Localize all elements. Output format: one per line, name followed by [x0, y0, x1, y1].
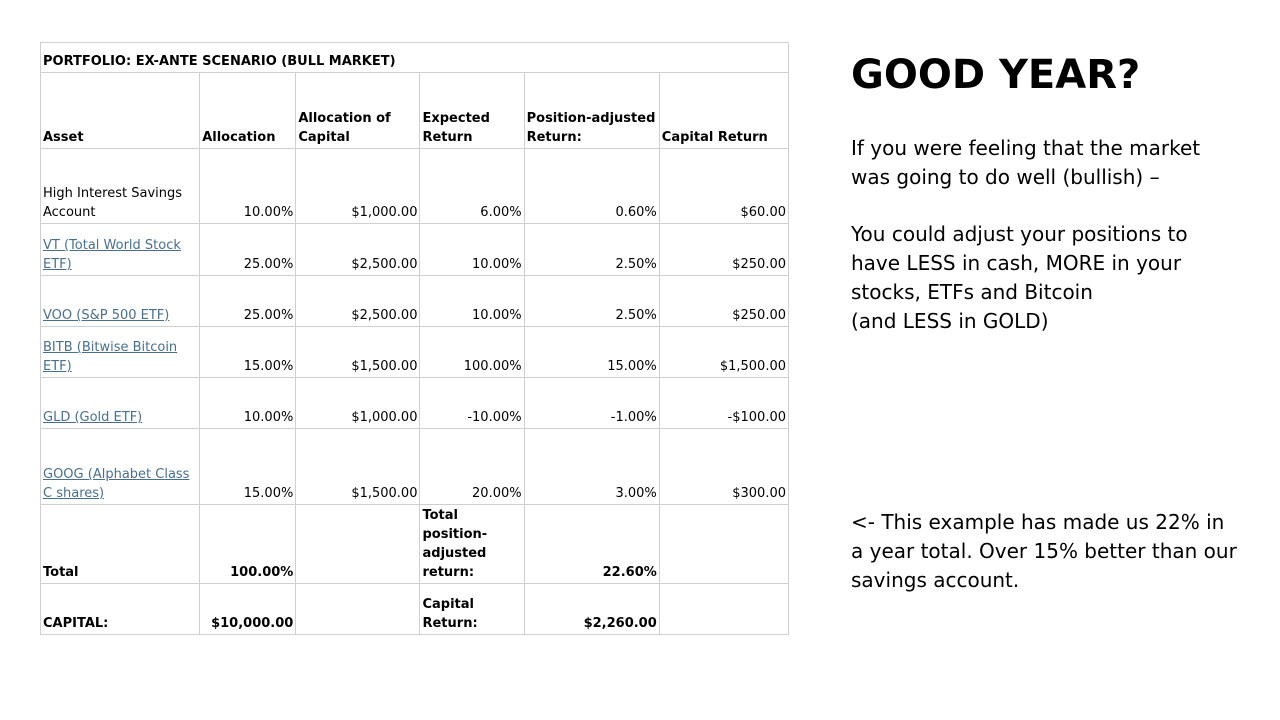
- capital-cell: $1,000.00: [295, 148, 421, 224]
- asset-link-vt[interactable]: VT (Total World Stock ETF): [43, 238, 181, 272]
- capital-label: CAPITAL:: [39, 583, 201, 635]
- capital-cell: $1,000.00: [295, 377, 421, 429]
- asset-cell: GOOG (Alphabet Class C shares): [39, 428, 201, 505]
- empty-cell: [658, 504, 790, 584]
- adjusted-return-cell: 2.50%: [523, 223, 660, 276]
- empty-cell: [295, 504, 421, 584]
- empty-cell: [295, 583, 421, 635]
- allocation-cell: 15.00%: [199, 428, 297, 505]
- adjust-paragraph: You could adjust your positions to have …: [851, 220, 1241, 336]
- capital-row: CAPITAL: $10,000.00 Capital Return: $2,2…: [39, 583, 790, 635]
- capital-cell: $1,500.00: [295, 428, 421, 505]
- adjust-text-gold: (and LESS in GOLD): [851, 309, 1049, 333]
- portfolio-table: PORTFOLIO: EX-ANTE SCENARIO (BULL MARKET…: [39, 42, 790, 635]
- total-label: Total: [39, 504, 201, 584]
- total-adjusted-label: Total position-adjusted return:: [419, 504, 525, 584]
- asset-link-bitb[interactable]: BITB (Bitwise Bitcoin ETF): [43, 340, 178, 374]
- asset-link-voo[interactable]: VOO (S&P 500 ETF): [43, 308, 170, 323]
- asset-cell: BITB (Bitwise Bitcoin ETF): [39, 326, 201, 378]
- result-paragraph: <- This example has made us 22% in a yea…: [851, 510, 1237, 592]
- adjusted-return-cell: 3.00%: [523, 428, 660, 505]
- table-row: GOOG (Alphabet Class C shares) 15.00% $1…: [39, 428, 790, 505]
- asset-link-goog[interactable]: GOOG (Alphabet Class C shares): [43, 467, 190, 501]
- header-capital-return: Capital Return: [658, 72, 790, 149]
- table-row: GLD (Gold ETF) 10.00% $1,000.00 -10.00% …: [39, 377, 790, 429]
- header-asset: Asset: [39, 72, 201, 149]
- allocation-cell: 10.00%: [199, 377, 297, 429]
- capital-return-cell: $300.00: [658, 428, 790, 505]
- allocation-cell: 15.00%: [199, 326, 297, 378]
- expected-return-cell: 6.00%: [419, 148, 525, 224]
- capital-return-cell: $60.00: [658, 148, 790, 224]
- total-row: Total 100.00% Total position-adjusted re…: [39, 504, 790, 584]
- capital-return-label: Capital Return:: [419, 583, 525, 635]
- capital-value: $10,000.00: [199, 583, 297, 635]
- empty-cell: [658, 583, 790, 635]
- asset-cell: VT (Total World Stock ETF): [39, 223, 201, 276]
- header-allocation: Allocation: [199, 72, 297, 149]
- table-row: VOO (S&P 500 ETF) 25.00% $2,500.00 10.00…: [39, 275, 790, 327]
- adjusted-return-cell: 15.00%: [523, 326, 660, 378]
- intro-paragraph: If you were feeling that the market was …: [851, 136, 1201, 189]
- expected-return-cell: 10.00%: [419, 223, 525, 276]
- asset-cell: High Interest Savings Account: [39, 148, 201, 224]
- header-expected-return: Expected Return: [419, 72, 525, 149]
- expected-return-cell: -10.00%: [419, 377, 525, 429]
- capital-return-cell: -$100.00: [658, 377, 790, 429]
- table-row: BITB (Bitwise Bitcoin ETF) 15.00% $1,500…: [39, 326, 790, 378]
- allocation-cell: 25.00%: [199, 275, 297, 327]
- adjust-text: You could adjust your positions to have …: [851, 222, 1188, 304]
- expected-return-cell: 10.00%: [419, 275, 525, 327]
- asset-link-gld[interactable]: GLD (Gold ETF): [43, 410, 143, 425]
- total-adjusted-return: 22.60%: [523, 504, 660, 584]
- total-allocation: 100.00%: [199, 504, 297, 584]
- capital-cell: $2,500.00: [295, 223, 421, 276]
- header-position-adjusted-return: Position-adjusted Return:: [523, 72, 660, 149]
- capital-return-cell: $1,500.00: [658, 326, 790, 378]
- capital-return-cell: $250.00: [658, 223, 790, 276]
- slide-heading: GOOD YEAR?: [851, 52, 1141, 98]
- capital-return-cell: $250.00: [658, 275, 790, 327]
- allocation-cell: 10.00%: [199, 148, 297, 224]
- expected-return-cell: 20.00%: [419, 428, 525, 505]
- adjusted-return-cell: 2.50%: [523, 275, 660, 327]
- table-row: High Interest Savings Account 10.00% $1,…: [39, 148, 790, 224]
- asset-cell: VOO (S&P 500 ETF): [39, 275, 201, 327]
- capital-cell: $2,500.00: [295, 275, 421, 327]
- asset-cell: GLD (Gold ETF): [39, 377, 201, 429]
- adjusted-return-cell: -1.00%: [523, 377, 660, 429]
- header-allocation-of-capital: Allocation of Capital: [295, 72, 421, 149]
- capital-cell: $1,500.00: [295, 326, 421, 378]
- expected-return-cell: 100.00%: [419, 326, 525, 378]
- table-title: PORTFOLIO: EX-ANTE SCENARIO (BULL MARKET…: [40, 42, 789, 73]
- adjusted-return-cell: 0.60%: [523, 148, 660, 224]
- capital-return-value: $2,260.00: [523, 583, 660, 635]
- allocation-cell: 25.00%: [199, 223, 297, 276]
- table-row: VT (Total World Stock ETF) 25.00% $2,500…: [39, 223, 790, 276]
